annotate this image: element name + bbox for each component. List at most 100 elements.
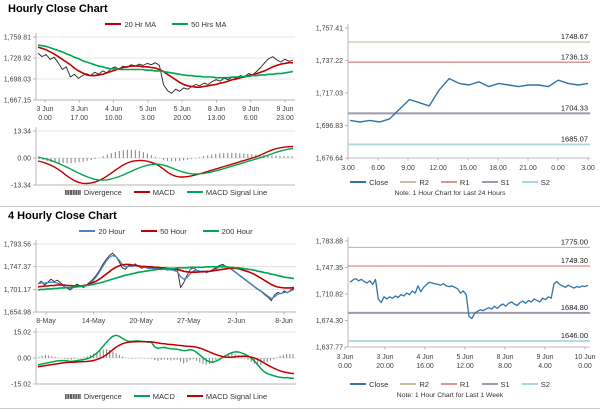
legend-label: Divergence [83,391,122,401]
svg-text:4 Jun: 4 Jun [416,354,433,361]
svg-text:20.00: 20.00 [376,363,394,370]
legend-label: MACD [152,391,175,401]
legend-item: S1 [481,178,510,187]
svg-text:1748.67: 1748.67 [561,32,588,41]
svg-text:8-May: 8-May [36,318,56,325]
svg-text:20-May: 20-May [130,318,154,325]
line-swatch [481,382,498,386]
line-swatch [133,394,150,398]
svg-text:14-May: 14-May [82,318,106,325]
svg-text:4 Jun: 4 Jun [105,106,122,113]
svg-text:18.00: 18.00 [489,165,507,172]
svg-text:1,696.83: 1,696.83 [316,123,343,130]
svg-text:1,757.41: 1,757.41 [316,26,343,33]
line-swatch [350,382,367,386]
svg-text:0.00: 0.00 [17,356,31,363]
legend-item: Close [350,178,388,187]
svg-text:0.00: 0.00 [38,115,52,122]
svg-text:1646.00: 1646.00 [561,331,588,340]
svg-text:-13.34: -13.34 [11,183,31,190]
legend-label: 50 Hrs MA [191,19,227,29]
legend-label: Close [369,379,389,389]
svg-text:10 Jun: 10 Jun [574,354,595,361]
svg-text:20.00: 20.00 [173,115,191,122]
svg-text:1,737.22: 1,737.22 [316,58,343,65]
line-swatch [440,382,457,386]
hourly-close-chart-title: Hourly Close Chart [8,3,108,15]
svg-text:1775.00: 1775.00 [561,237,588,246]
svg-text:-15.02: -15.02 [11,382,31,389]
weekly-pivot-legend: Close R2 R1 S1 S2 [300,379,600,389]
svg-text:3 Jun: 3 Jun [376,354,393,361]
line-swatch [521,180,538,184]
svg-text:10.00: 10.00 [105,115,123,122]
svg-text:8 Jun: 8 Jun [208,106,225,113]
legend-item: R1 [440,178,470,187]
svg-text:1,717.03: 1,717.03 [316,90,343,97]
svg-text:1,698.03: 1,698.03 [4,77,31,84]
legend-label: S1 [500,379,510,389]
svg-text:27-May: 27-May [177,318,201,325]
legend-item: MACD Signal Line [186,392,267,401]
svg-text:3 Jun: 3 Jun [336,354,353,361]
svg-text:15.00: 15.00 [459,165,477,172]
legend-label: 200 Hour [221,226,253,236]
legend-label: 20 Hour [98,226,126,236]
legend-label: R2 [419,177,429,187]
legend-label: R2 [419,379,429,389]
svg-text:0.00: 0.00 [338,363,352,370]
svg-text:6.00: 6.00 [244,115,258,122]
legend-label: S2 [540,177,550,187]
legend-label: 20 Hr MA [124,19,157,29]
svg-text:1685.07: 1685.07 [561,134,588,143]
four-hourly-macd-chart: 15.02 0.00 -15.02 [11,328,296,389]
svg-text:3 Jun: 3 Jun [71,106,88,113]
line-swatch [186,394,203,398]
svg-text:8.00: 8.00 [498,363,512,370]
svg-text:1,674.30: 1,674.30 [316,318,343,325]
legend-item: R1 [440,379,470,389]
line-swatch [481,180,498,184]
four-hourly-close-chart-title: 4 Hourly Close Chart [8,210,117,222]
svg-text:1,637.77: 1,637.77 [316,345,343,352]
svg-text:1,747.35: 1,747.35 [316,265,343,272]
line-swatch [186,190,203,194]
legend-item: MACD [133,391,175,401]
svg-text:13.00: 13.00 [208,115,226,122]
line-swatch [133,190,150,194]
legend-label: Close [369,177,389,187]
svg-text:1,728.92: 1,728.92 [4,56,31,63]
divergence-swatch [64,189,81,195]
svg-text:4.00: 4.00 [538,363,552,370]
svg-text:8-Jun: 8-Jun [275,318,293,325]
line-swatch [79,229,96,233]
svg-text:21.00: 21.00 [519,165,537,172]
legend-label: 50 Hour [160,226,187,236]
svg-text:9 Jun: 9 Jun [242,106,259,113]
four-hourly-ma-legend: 20 Hour 50 Hour 200 Hour [36,226,296,236]
svg-text:5 Jun: 5 Jun [174,106,191,113]
svg-text:9 Jun: 9 Jun [276,106,293,113]
legend-item: 20 Hour [79,227,125,236]
line-swatch [172,22,189,26]
line-swatch [440,180,457,184]
legend-item: Close [350,380,388,389]
legend-item: 20 Hr MA [105,20,156,29]
legend-label: R1 [459,379,470,389]
hourly-close-chart: 1,759.81 1,728.92 1,698.03 1,667.15 3 Jun 0.0… [4,33,295,122]
legend-label: MACD Signal Line [205,187,268,197]
svg-text:8 Jun: 8 Jun [496,354,513,361]
svg-text:6.00: 6.00 [371,165,385,172]
svg-text:9.00: 9.00 [401,165,415,172]
svg-text:2-Jun: 2-Jun [228,318,246,325]
legend-item: S2 [521,177,550,187]
legend-item: R2 [400,380,429,389]
line-swatch [350,180,367,184]
svg-text:3.00: 3.00 [141,115,155,122]
svg-text:1,747.37: 1,747.37 [4,264,31,271]
legend-item: S1 [481,379,510,389]
svg-text:13.34: 13.34 [13,129,31,136]
hourly-pivot-chart: 1,757.41 1,737.22 1,717.03 1,696.83 1,676.64… [316,24,595,172]
line-swatch [521,382,538,386]
svg-text:9 Jun: 9 Jun [536,354,553,361]
